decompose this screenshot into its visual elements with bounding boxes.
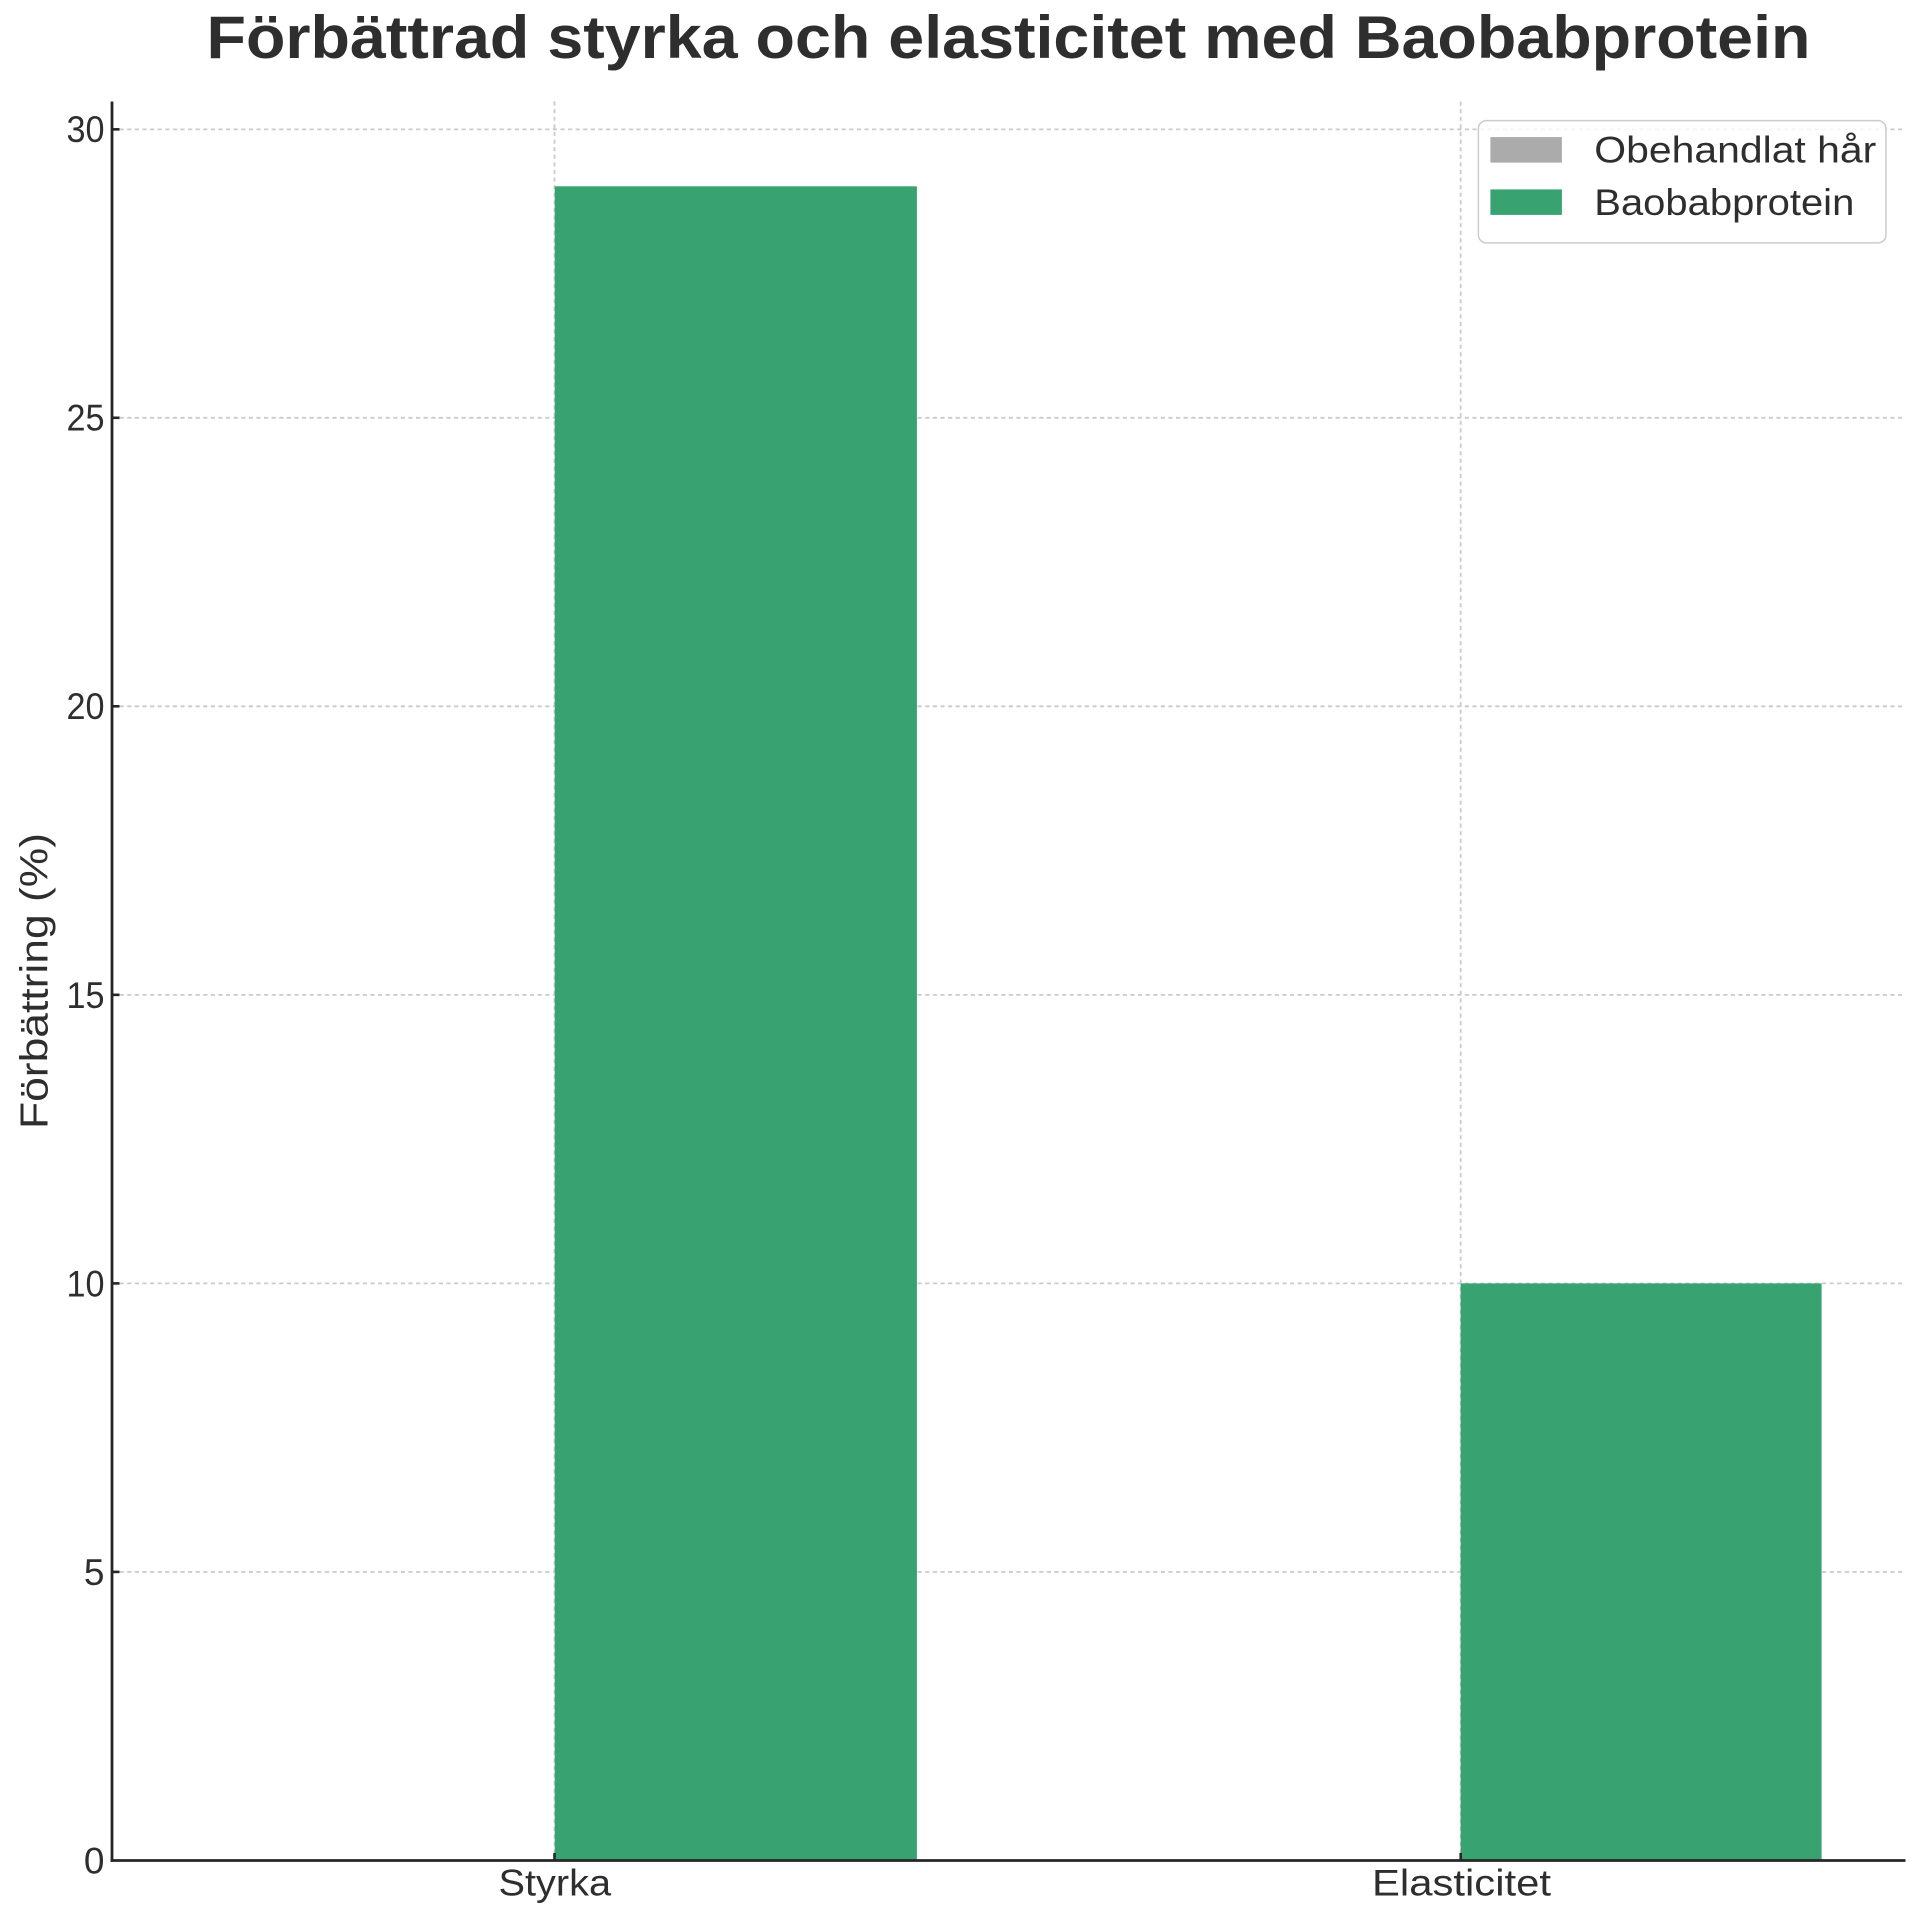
svg-text:25: 25: [67, 398, 105, 439]
svg-text:20: 20: [67, 686, 105, 727]
svg-text:Förbättring (%): Förbättring (%): [14, 833, 57, 1129]
svg-text:Elasticitet: Elasticitet: [1372, 1863, 1552, 1904]
svg-text:30: 30: [67, 109, 105, 150]
svg-text:15: 15: [67, 975, 105, 1016]
svg-text:0: 0: [84, 1840, 105, 1881]
svg-text:Obehandlat hår: Obehandlat hår: [1594, 130, 1876, 171]
svg-text:Styrka: Styrka: [499, 1863, 612, 1904]
svg-text:5: 5: [84, 1552, 105, 1593]
svg-text:Förbättrad styrka och elastici: Förbättrad styrka och elasticitet med Ba…: [207, 4, 1811, 71]
svg-text:Baobabprotein: Baobabprotein: [1594, 182, 1854, 223]
svg-text:10: 10: [67, 1263, 105, 1304]
